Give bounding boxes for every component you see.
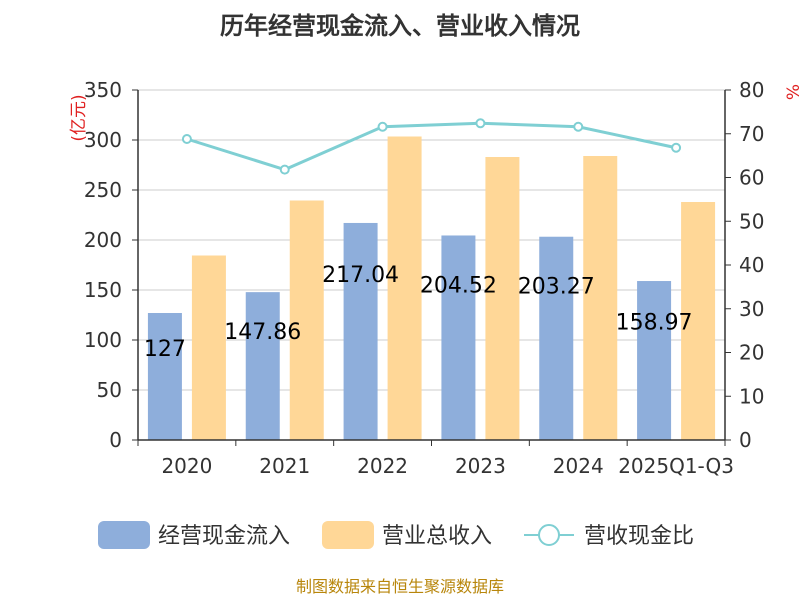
- left-axis-tick-label: 0: [109, 428, 122, 452]
- line-series: [181, 118, 682, 175]
- right-axis-tick-label: 80: [739, 78, 764, 102]
- bar-series: [147, 136, 716, 440]
- bar-2: [485, 157, 520, 440]
- legend-swatch: [322, 521, 374, 549]
- left-axis-unit: (亿元): [69, 94, 89, 141]
- bar-1: [245, 292, 280, 440]
- line-point: [377, 121, 388, 132]
- axes: 0 50 100 150 200 250 300 350 0 10 20 30 40 50 60 70 80 20…: [84, 78, 765, 478]
- bar-2: [387, 136, 422, 440]
- bar-data-label: 158.97: [616, 311, 693, 336]
- right-axis-tick-label: 60: [739, 166, 764, 190]
- legend-swatch: [98, 521, 150, 549]
- right-axis-tick-label: 70: [739, 122, 764, 146]
- line-point: [573, 121, 584, 132]
- bar-data-label: 217.04: [322, 263, 399, 288]
- x-axis-tick-label: 2024: [553, 454, 604, 478]
- bar-2: [191, 255, 226, 440]
- bar-1: [539, 236, 574, 440]
- bar-data-label: 147.86: [224, 320, 301, 345]
- bar-1: [441, 235, 476, 440]
- line-path: [186, 121, 677, 172]
- left-axis-tick-label: 350: [84, 78, 122, 102]
- line-point: [671, 142, 682, 153]
- right-axis-unit: %: [784, 84, 800, 100]
- bar-2: [289, 200, 324, 440]
- left-axis-tick-label: 250: [84, 178, 122, 202]
- legend-label: 营业总收入: [382, 524, 492, 549]
- bar-1: [147, 313, 182, 440]
- bar-2: [583, 156, 618, 440]
- right-axis-tick-label: 0: [739, 428, 752, 452]
- bar-1: [637, 281, 672, 440]
- left-axis-tick-label: 100: [84, 328, 122, 352]
- line-point: [181, 134, 192, 144]
- chart-title: 历年经营现金流入、营业收入情况: [220, 12, 580, 40]
- data-labels: 127 147.86 217.04 204.52 203.27 158.97: [144, 263, 693, 362]
- x-axis-tick-label: 2025Q1-Q3: [618, 454, 734, 478]
- bar-2: [681, 202, 716, 440]
- source-note: 制图数据来自恒生聚源数据库: [296, 577, 504, 596]
- legend-label: 营收现金比: [584, 524, 694, 549]
- line-point: [279, 164, 290, 175]
- left-axis-tick-label: 300: [84, 128, 122, 152]
- x-axis-tick-label: 2021: [259, 454, 310, 478]
- legend-marker: [538, 524, 560, 546]
- x-axis-tick-label: 2023: [455, 454, 506, 478]
- right-axis-tick-label: 50: [739, 209, 764, 233]
- x-axis-tick-label: 2020: [161, 454, 212, 478]
- bar-data-label: 127: [144, 337, 186, 362]
- grid-lines: [138, 89, 725, 391]
- left-axis-tick-label: 200: [84, 228, 122, 252]
- line-point: [475, 118, 486, 129]
- x-axis-tick-label: 2022: [357, 454, 408, 478]
- right-axis-tick-label: 10: [739, 384, 764, 408]
- right-axis-tick-label: 20: [739, 341, 764, 365]
- bar-1: [343, 222, 378, 440]
- right-axis-tick-label: 40: [739, 253, 764, 277]
- legend-label: 经营现金流入: [158, 524, 290, 549]
- bar-data-label: 204.52: [420, 273, 497, 298]
- legend: 经营现金流入 营业总收入 营收现金比: [98, 521, 694, 549]
- left-axis-tick-label: 50: [97, 378, 122, 402]
- right-axis-tick-label: 30: [739, 297, 764, 321]
- left-axis-tick-label: 150: [84, 278, 122, 302]
- bar-data-label: 203.27: [518, 274, 595, 299]
